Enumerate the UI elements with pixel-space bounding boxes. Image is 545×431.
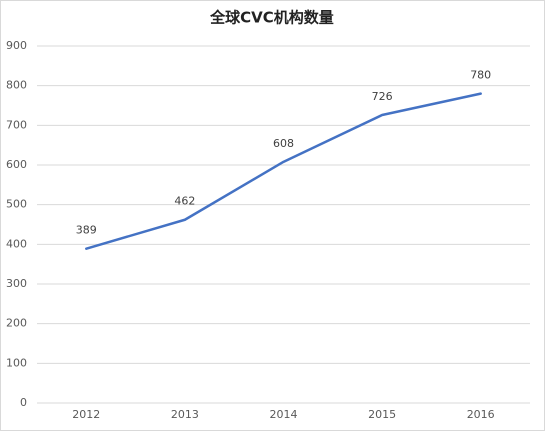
data-label: 608	[273, 137, 294, 150]
data-label: 389	[76, 224, 97, 237]
x-tick-label: 2015	[368, 408, 396, 421]
y-tick-label: 900	[6, 39, 27, 52]
x-tick-label: 2013	[171, 408, 199, 421]
data-label: 462	[174, 195, 195, 208]
y-tick-label: 400	[6, 237, 27, 250]
chart-title: 全球CVC机构数量	[209, 9, 334, 27]
y-tick-label: 300	[6, 277, 27, 290]
y-tick-label: 200	[6, 317, 27, 330]
x-tick-label: 2014	[270, 408, 298, 421]
y-tick-label: 800	[6, 79, 27, 92]
data-line	[85, 92, 482, 250]
y-tick-label: 500	[6, 198, 27, 211]
y-tick-label: 100	[6, 356, 27, 369]
y-tick-label: 700	[6, 118, 27, 131]
x-tick-label: 2016	[467, 408, 495, 421]
data-label: 726	[372, 90, 393, 103]
y-tick-label: 0	[20, 396, 27, 409]
y-tick-label: 600	[6, 158, 27, 171]
data-label: 780	[470, 69, 491, 82]
x-tick-label: 2012	[72, 408, 100, 421]
